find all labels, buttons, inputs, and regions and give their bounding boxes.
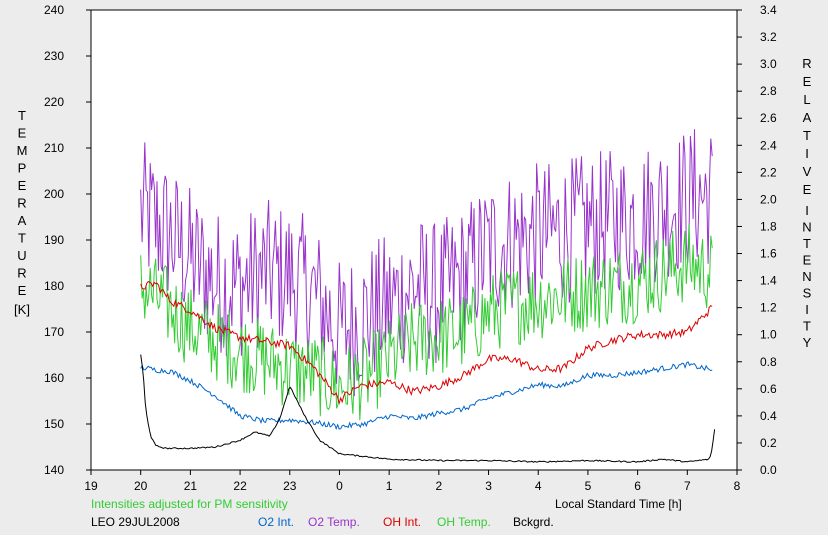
series-line-o2-int [140,361,713,430]
left-title-letter: M [17,143,28,158]
right-tick-label: 1.2 [760,301,777,315]
right-title-letter: E [803,253,812,268]
left-tick-label: 190 [44,233,64,247]
left-tick-label: 170 [44,325,64,339]
right-title-letter: T [803,319,811,334]
legend-bckgrd: Bckgrd. [513,515,554,529]
left-title-letter: U [17,248,26,263]
right-tick-label: 3.4 [760,3,777,17]
left-title-unit: [K] [14,302,30,317]
left-tick-label: 210 [44,141,64,155]
pm-sensitivity-note: Intensities adjusted for PM sensitivity [91,497,288,511]
right-tick-label: 0.2 [760,436,777,450]
x-tick-label: 20 [134,479,148,493]
left-title-letter: E [18,126,27,141]
x-tick-label: 2 [436,479,443,493]
left-tick-label: 160 [44,371,64,385]
right-tick-label: 2.0 [760,192,777,206]
left-tick-label: 220 [44,95,64,109]
x-tick-label: 5 [585,479,592,493]
left-title-letter: P [18,161,27,176]
plot-area [90,9,738,471]
right-title-letter: T [803,128,811,143]
right-tick-label: 0.4 [760,409,777,423]
left-tick-label: 230 [44,49,64,63]
right-title-letter: A [803,110,812,125]
x-axis-title: Local Standard Time [h] [555,497,682,511]
series-line-oh-temp [140,224,713,421]
right-title-letter: S [803,286,812,301]
left-title-letter: E [18,283,27,298]
legend-oh-int: OH Int. [383,515,421,529]
right-title-letter: L [803,92,810,107]
left-title-letter: T [18,231,26,246]
legend-o2-int: O2 Int. [258,515,294,529]
left-axis-ticks: 140 150 160 170 180 190 200 210 220 230 240 [44,3,91,477]
x-tick-label: 7 [684,479,691,493]
x-tick-label: 8 [734,479,741,493]
right-tick-label: 2.8 [760,84,777,98]
right-title-letter: I [805,203,809,218]
legend-o2-temp: O2 Temp. [308,515,360,529]
x-tick-label: 19 [84,479,98,493]
right-tick-label: 3.0 [760,57,777,71]
x-tick-label: 21 [184,479,198,493]
series-line-oh-int [140,281,713,406]
plot-frame [90,9,738,471]
right-tick-label: 0.6 [760,382,777,396]
x-tick-label: 1 [386,479,393,493]
right-title-letter: I [805,302,809,317]
x-tick-label: 0 [336,479,343,493]
right-title-letter: I [805,146,809,161]
station-date: LEO 29JUL2008 [91,515,180,529]
right-title-letter: Y [803,335,812,350]
right-title-letter: N [802,220,811,235]
series-layer [140,129,716,463]
x-axis-ticks: 19 20 21 22 23 0 1 2 3 4 5 6 7 8 [84,470,741,493]
right-title-letter: V [803,164,812,179]
right-tick-label: 1.0 [760,328,777,342]
x-tick-label: 3 [485,479,492,493]
right-tick-label: 1.6 [760,247,777,261]
right-title-letter: R [802,56,811,71]
left-title-letter: A [18,213,27,228]
right-tick-label: 0.8 [760,355,777,369]
right-tick-label: 2.6 [760,111,777,125]
x-tick-label: 23 [283,479,297,493]
left-tick-label: 140 [44,463,64,477]
left-title-letter: E [18,178,27,193]
left-tick-label: 180 [44,279,64,293]
right-title-letter: E [803,74,812,89]
left-title-letter: T [18,108,26,123]
right-title-letter: N [802,269,811,284]
right-tick-label: 2.4 [760,138,777,152]
series-line-o2-temp [140,129,713,397]
right-tick-label: 0.0 [760,463,777,477]
right-tick-label: 3.2 [760,30,777,44]
right-axis-ticks: 0.0 0.2 0.4 0.6 0.8 1.0 1.2 1.4 1.6 1.8 2.0 2.2 2.4 2… [737,3,777,477]
left-tick-label: 150 [44,417,64,431]
right-tick-label: 2.2 [760,165,777,179]
right-title-letter: T [803,236,811,251]
legend-oh-temp: OH Temp. [437,515,491,529]
left-title-letter: R [17,196,26,211]
right-tick-label: 1.8 [760,219,777,233]
x-tick-label: 22 [233,479,247,493]
left-tick-label: 200 [44,187,64,201]
right-title-letter: E [803,182,812,197]
x-tick-label: 6 [634,479,641,493]
left-tick-label: 240 [44,3,64,17]
series-line-bckgrd [140,354,716,463]
right-tick-label: 1.4 [760,274,777,288]
left-title-letter: R [17,266,26,281]
x-tick-label: 4 [535,479,542,493]
